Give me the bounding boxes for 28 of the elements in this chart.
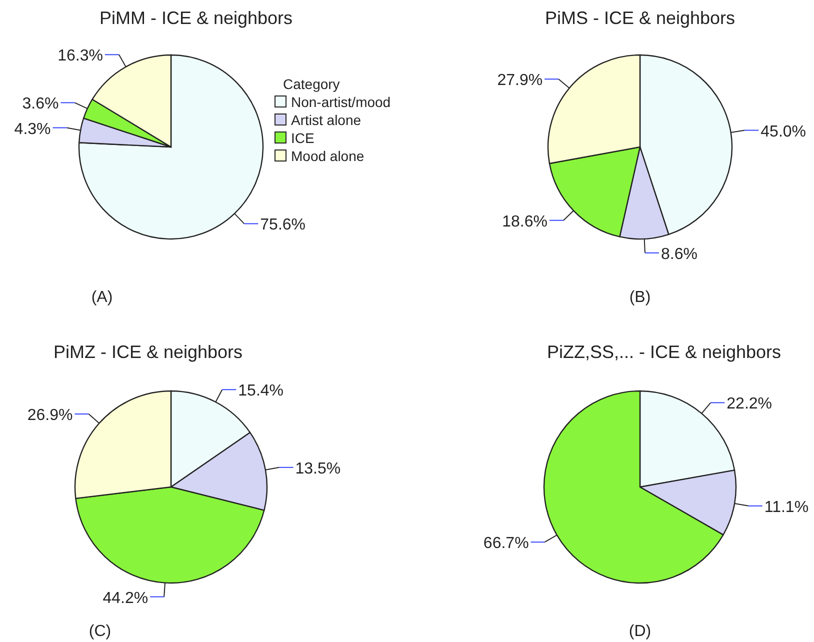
data-label: 3.6% [22,96,59,113]
text: (D) [628,623,652,640]
data-label: 26.9% [27,406,73,424]
data-label: 18.6% [502,213,548,230]
chart-title: PiMS - ICE & neighbors [544,8,736,28]
legend-label: Non-artist/mood [291,94,391,110]
chart-title: PiMZ - ICE & neighbors [53,342,243,362]
data-label: 45.0% [760,123,806,140]
data-label: 13.5% [295,460,341,478]
chart-title: PiZZ,SS,... - ICE & neighbors [546,342,782,362]
legend-label: Mood alone [291,148,364,164]
data-label: 8.6% [660,246,698,263]
text: (B) [629,289,651,306]
legend-label: Artist alone [291,112,362,128]
data-label: 44.2% [102,590,148,607]
data-label: 16.3% [58,48,103,65]
text: (C) [88,623,112,640]
legend-label: ICE [291,130,314,146]
data-label: 27.9% [497,72,543,90]
data-label: 15.4% [238,382,284,400]
data-label: 22.2% [726,396,772,413]
legend-title: Category [283,76,340,92]
data-label: 4.3% [14,120,51,138]
data-label: 11.1% [764,498,809,516]
text: (A) [91,289,113,306]
data-label: 66.7% [483,535,529,552]
chart-title: PiMM - ICE & neighbors [99,8,293,28]
data-label: 75.6% [260,216,306,234]
